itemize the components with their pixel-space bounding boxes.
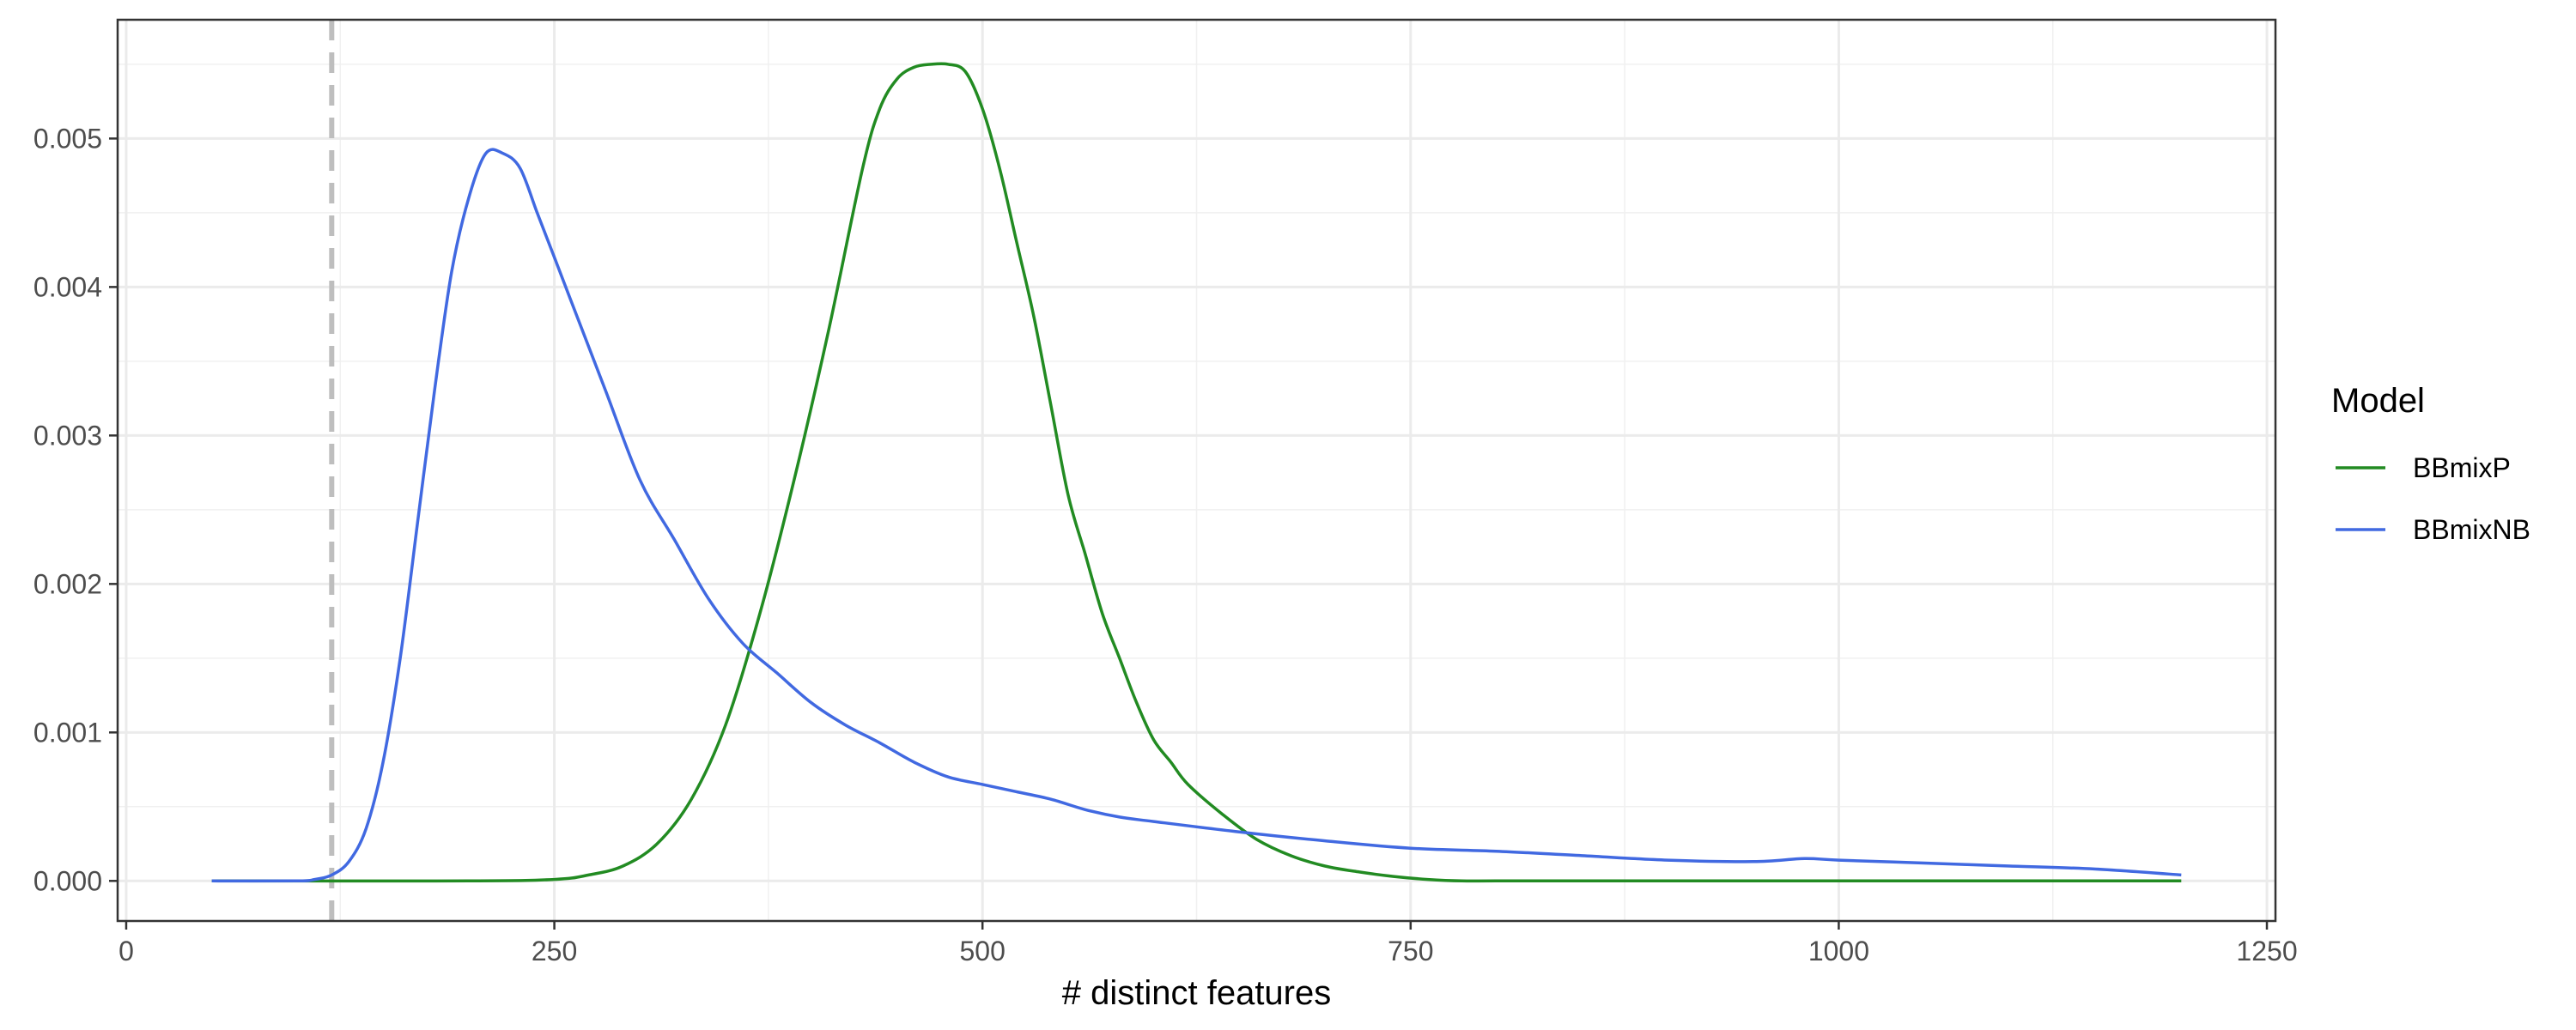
y-tick-label: 0.000 — [33, 865, 102, 896]
x-axis-title: # distinct features — [1062, 974, 1332, 1012]
x-tick-label: 0 — [118, 936, 134, 966]
y-tick-label: 0.003 — [33, 420, 102, 451]
panel-border — [116, 18, 2277, 923]
x-tick-label: 1000 — [1808, 936, 1869, 966]
x-tick-label: 500 — [959, 936, 1005, 966]
series-lines — [211, 62, 2182, 883]
y-tick-label: 0.005 — [33, 123, 102, 154]
x-axis: 0 250 500 750 1000 1250 — [118, 921, 2298, 966]
y-tick-label: 0.001 — [33, 717, 102, 748]
legend-label-bbmixnb: BBmixNB — [2413, 514, 2530, 545]
minor-gridlines — [118, 20, 2275, 921]
series-line-bbmixp — [211, 62, 2182, 883]
y-tick-label: 0.004 — [33, 271, 102, 302]
legend-label-bbmixp: BBmixP — [2413, 452, 2511, 483]
series-line-bbmixnb — [211, 148, 2182, 883]
x-tick-label: 750 — [1388, 936, 1433, 966]
y-tick-label: 0.002 — [33, 568, 102, 599]
y-axis: 0.000 0.001 0.002 0.003 0.004 0.005 — [33, 123, 118, 896]
legend-title: Model — [2331, 382, 2425, 420]
x-tick-label: 1250 — [2236, 936, 2297, 966]
x-tick-label: 250 — [532, 936, 577, 966]
legend: Model BBmixP BBmixNB — [2331, 382, 2530, 545]
